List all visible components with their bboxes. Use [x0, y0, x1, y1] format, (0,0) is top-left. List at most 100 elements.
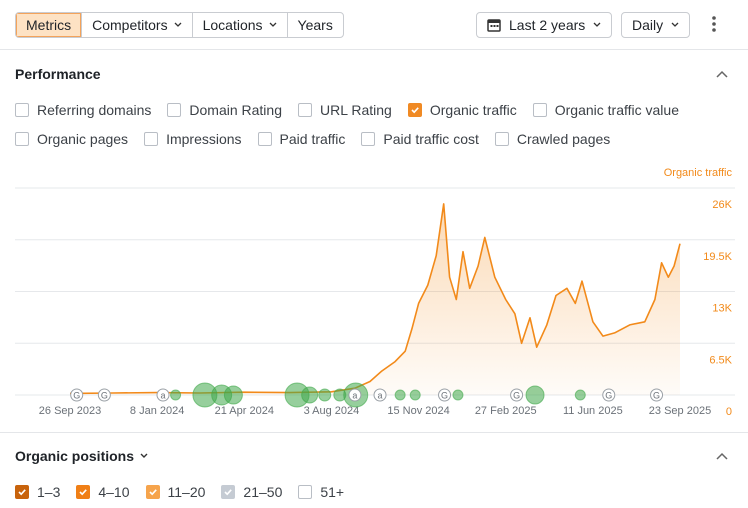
event-marker — [602, 388, 616, 402]
tab-group: Metrics Competitors Locations Years — [15, 12, 344, 38]
position-bubble — [394, 389, 406, 401]
collapse-chevron[interactable] — [716, 452, 728, 460]
metric-option[interactable]: Impressions — [144, 131, 242, 147]
granularity-label: Daily — [632, 17, 664, 33]
section-title: Organic positions — [15, 448, 135, 464]
event-marker — [97, 388, 111, 402]
granularity-button[interactable]: Daily — [621, 12, 691, 38]
metric-label: Paid traffic — [279, 131, 346, 147]
y-tick-label: 26K — [712, 199, 732, 211]
checkbox — [532, 103, 547, 117]
x-tick-label: 27 Feb 2025 — [475, 405, 537, 417]
checkbox — [407, 103, 422, 117]
position-filter[interactable]: 11–20 — [145, 484, 206, 500]
date-range-label: Last 2 years — [509, 17, 586, 33]
tab-label: Years — [297, 17, 333, 33]
metric-label: Crawled pages — [516, 131, 611, 147]
x-tick-label: 11 Jun 2025 — [563, 405, 623, 417]
position-label: 11–20 — [167, 484, 206, 500]
event-label: G — [653, 391, 660, 401]
tab-label: Locations — [202, 17, 263, 33]
x-tick-label: 23 Sep 2025 — [649, 405, 711, 417]
check-mark — [79, 489, 88, 496]
event-label: a — [352, 391, 357, 401]
event-marker — [510, 388, 524, 402]
tab-label: Metrics — [26, 17, 72, 33]
tab-label: Competitors — [92, 17, 168, 33]
date-range-button[interactable]: Last 2 years — [476, 12, 613, 38]
checkbox — [298, 485, 313, 499]
x-tick-label: 26 Sep 2023 — [39, 405, 101, 417]
collapse-chevron[interactable] — [716, 70, 728, 78]
x-tick-label: 3 Aug 2024 — [304, 405, 360, 417]
tab[interactable]: Competitors — [82, 13, 193, 37]
metric-option[interactable]: Domain Rating — [167, 102, 282, 118]
metric-option[interactable]: Referring domains — [15, 102, 151, 118]
event-label: G — [73, 391, 80, 401]
chevron — [671, 22, 679, 27]
position-bubble — [409, 389, 421, 401]
position-filter[interactable]: 21–50 — [221, 484, 282, 500]
divider — [0, 432, 748, 433]
checkbox — [494, 132, 509, 146]
y-tick-label: 0 — [726, 406, 732, 418]
metric-option[interactable]: Paid traffic — [257, 131, 346, 147]
checkbox — [15, 132, 29, 146]
event-marker — [650, 388, 664, 402]
metric-row: Referring domains Domain Rating URL Rating… — [15, 102, 695, 118]
position-bubble — [318, 388, 332, 402]
metric-label: Organic pages — [37, 131, 129, 147]
position-filter[interactable]: 4–10 — [76, 484, 130, 500]
area — [70, 203, 680, 395]
x-tick-label: 21 Apr 2024 — [215, 405, 274, 417]
position-filter-row: 1–3 4–10 11–20 21–50 51+ — [15, 484, 360, 500]
checkbox — [144, 132, 159, 146]
metric-label: URL Rating — [320, 102, 392, 118]
metric-label: Paid traffic cost — [383, 131, 479, 147]
checkbox — [15, 485, 29, 499]
metric-label: Organic traffic — [429, 102, 517, 118]
section-title: Performance — [15, 66, 101, 82]
metric-option[interactable]: Organic pages — [15, 131, 128, 147]
event-marker — [70, 388, 84, 402]
position-bubble — [223, 385, 243, 405]
metric-option[interactable]: Organic traffic value — [532, 102, 679, 118]
position-filter[interactable]: 51+ — [298, 484, 344, 500]
chevron — [174, 22, 182, 27]
position-label: 4–10 — [98, 484, 130, 500]
check-mark — [224, 489, 233, 496]
check-mark — [18, 489, 26, 496]
metric-label: Organic traffic value — [554, 102, 679, 118]
position-label: 21–50 — [243, 484, 283, 500]
tab[interactable]: Years — [288, 13, 343, 37]
metric-label: Referring domains — [37, 102, 152, 118]
y-tick-label: 6.5K — [709, 354, 732, 366]
position-filter[interactable]: 1–3 — [15, 484, 60, 500]
metric-option[interactable]: Organic traffic — [407, 102, 517, 118]
more-menu[interactable] — [708, 15, 720, 35]
event-label: G — [101, 391, 108, 401]
checkbox — [145, 485, 160, 499]
chevron — [593, 22, 601, 27]
metric-option[interactable]: URL Rating — [298, 102, 392, 118]
position-label: 1–3 — [37, 484, 61, 500]
event-marker — [373, 388, 387, 402]
divider — [0, 49, 748, 50]
check-mark — [148, 489, 157, 496]
event-label: a — [378, 391, 383, 401]
checkbox — [221, 485, 236, 499]
tab[interactable]: Metrics — [16, 13, 83, 37]
axis-title: Organic traffic — [664, 167, 733, 179]
chevron — [269, 22, 276, 27]
tab[interactable]: Locations — [193, 13, 288, 37]
positions-title[interactable]: Organic positions — [15, 448, 148, 464]
metric-option[interactable]: Paid traffic cost — [361, 131, 479, 147]
calendar-icon — [487, 19, 501, 32]
checkbox — [76, 485, 91, 499]
performance-title: Performance — [15, 66, 101, 82]
checkbox — [15, 103, 29, 117]
metric-option[interactable]: Crawled pages — [494, 131, 611, 147]
position-bubble — [170, 389, 182, 401]
position-bubble — [452, 389, 464, 401]
